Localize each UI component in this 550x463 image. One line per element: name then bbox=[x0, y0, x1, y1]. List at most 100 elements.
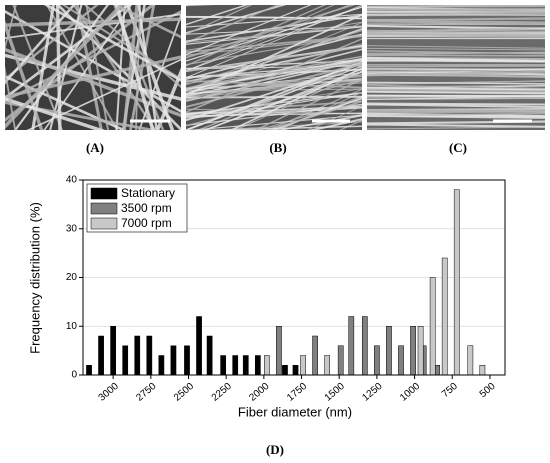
fiber bbox=[229, 67, 362, 130]
legend-swatch bbox=[90, 202, 118, 215]
bar bbox=[441, 257, 448, 376]
fiber bbox=[367, 59, 545, 63]
fiber bbox=[367, 126, 545, 130]
fiber bbox=[367, 80, 545, 85]
fiber bbox=[367, 19, 545, 24]
bar bbox=[386, 326, 392, 376]
fiber bbox=[5, 101, 160, 130]
bar bbox=[254, 355, 261, 376]
fiber bbox=[186, 112, 362, 117]
fiber bbox=[367, 88, 545, 93]
fiber bbox=[367, 56, 545, 63]
fiber bbox=[203, 68, 362, 130]
legend-label: 7000 rpm bbox=[121, 216, 172, 230]
fiber bbox=[306, 105, 362, 130]
bar bbox=[196, 316, 202, 376]
fiber bbox=[186, 5, 216, 6]
bar bbox=[337, 345, 344, 376]
fiber bbox=[367, 123, 545, 128]
bar bbox=[282, 365, 288, 376]
fiber bbox=[367, 29, 545, 33]
panel-label: (C) bbox=[449, 140, 467, 155]
bar bbox=[220, 355, 227, 376]
fiber bbox=[367, 8, 545, 13]
fiber bbox=[367, 114, 545, 118]
bar bbox=[324, 355, 331, 376]
fiber bbox=[186, 79, 362, 127]
fiber bbox=[186, 63, 362, 78]
fiber bbox=[186, 103, 362, 127]
fiber bbox=[186, 74, 362, 99]
fiber bbox=[367, 72, 545, 78]
x-tick-label: 1000 bbox=[398, 381, 422, 404]
fiber bbox=[5, 75, 127, 130]
x-tick-label: 2750 bbox=[134, 381, 158, 404]
fiber bbox=[186, 61, 362, 84]
fiber bbox=[367, 68, 545, 71]
bar bbox=[453, 189, 460, 376]
fiber bbox=[367, 50, 545, 55]
fiber bbox=[114, 5, 155, 130]
fiber bbox=[186, 105, 362, 116]
fiber bbox=[186, 60, 362, 91]
fiber bbox=[186, 79, 362, 89]
fiber bbox=[186, 6, 362, 62]
panel-label: (D) bbox=[266, 442, 284, 457]
fiber bbox=[115, 5, 126, 130]
fiber bbox=[367, 47, 545, 51]
fiber bbox=[186, 28, 362, 92]
fiber bbox=[367, 81, 545, 85]
fiber bbox=[186, 25, 362, 35]
fiber bbox=[367, 70, 545, 77]
fiber bbox=[367, 20, 545, 25]
fiber bbox=[186, 26, 362, 45]
fiber bbox=[367, 112, 545, 117]
fiber bbox=[367, 17, 545, 21]
fiber bbox=[367, 65, 545, 68]
bar bbox=[134, 335, 141, 376]
fiber bbox=[271, 97, 362, 130]
fiber bbox=[277, 91, 362, 130]
x-tick-label: 500 bbox=[478, 381, 498, 400]
fiber bbox=[125, 5, 175, 130]
fiber bbox=[186, 5, 249, 26]
x-tick-label: 1250 bbox=[360, 381, 384, 404]
bar bbox=[264, 355, 270, 376]
fiber bbox=[5, 5, 156, 123]
fiber bbox=[367, 90, 545, 95]
fiber bbox=[43, 5, 181, 82]
fiber bbox=[186, 22, 362, 96]
x-tick-label: 1750 bbox=[285, 381, 309, 404]
plot-frame bbox=[82, 179, 506, 376]
x-tick-label: 2250 bbox=[210, 381, 234, 404]
x-axis-label: Fiber diameter (nm) bbox=[238, 404, 352, 419]
fiber bbox=[367, 35, 545, 38]
bar bbox=[410, 326, 416, 376]
fiber bbox=[367, 67, 545, 73]
x-tick-label: 3000 bbox=[97, 381, 121, 404]
bar bbox=[292, 365, 299, 376]
fiber bbox=[367, 87, 545, 92]
fiber bbox=[186, 5, 362, 79]
fiber bbox=[367, 51, 545, 56]
fiber bbox=[186, 13, 362, 28]
fiber bbox=[43, 5, 133, 130]
y-tick-label: 0 bbox=[71, 370, 77, 381]
fiber bbox=[338, 119, 362, 130]
fiber bbox=[186, 5, 287, 34]
fiber bbox=[5, 5, 76, 85]
bar bbox=[417, 326, 424, 376]
fiber bbox=[186, 5, 280, 44]
fiber bbox=[56, 5, 181, 130]
fiber bbox=[5, 5, 17, 51]
fiber bbox=[367, 115, 545, 119]
fiber bbox=[186, 34, 362, 54]
fiber bbox=[265, 100, 362, 130]
legend-label: 3500 rpm bbox=[121, 201, 172, 215]
bar bbox=[429, 277, 436, 376]
fiber bbox=[367, 25, 545, 31]
fiber bbox=[275, 114, 362, 130]
x-tick-label: 2000 bbox=[247, 381, 271, 404]
fiber bbox=[186, 74, 362, 101]
fiber bbox=[202, 70, 362, 130]
